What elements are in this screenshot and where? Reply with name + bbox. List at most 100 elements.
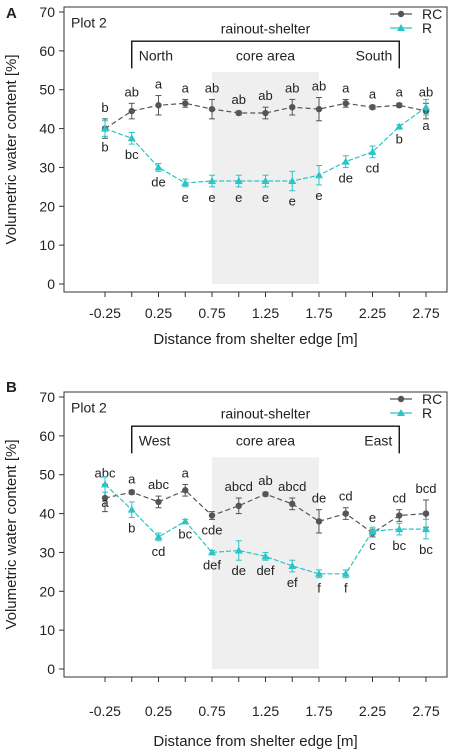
y-tick-label: 70 — [39, 4, 55, 20]
significance-label: def — [256, 563, 274, 578]
legend-entry: R — [422, 20, 432, 36]
data-point — [234, 177, 243, 185]
legend: RCR — [390, 391, 442, 421]
data-point — [182, 100, 189, 107]
significance-label: bc — [419, 542, 433, 557]
significance-label: a — [369, 86, 377, 101]
significance-label: a — [128, 471, 136, 486]
significance-label: e — [208, 190, 215, 205]
significance-label: a — [182, 80, 190, 95]
significance-label: e — [369, 510, 376, 525]
data-point — [422, 103, 430, 111]
shelter-bracket — [131, 425, 400, 454]
x-tick-label: 2.75 — [412, 305, 439, 321]
data-point — [234, 546, 243, 554]
data-point — [261, 552, 270, 560]
core-area-label: core area — [236, 48, 295, 64]
x-tick-label: 1.25 — [252, 703, 279, 719]
x-tick-label: 2.75 — [412, 703, 439, 719]
data-point — [315, 518, 323, 525]
legend-entry: RC — [422, 391, 442, 407]
plot-label: Plot 2 — [71, 15, 107, 31]
x-tick-label: 0.25 — [145, 703, 172, 719]
significance-label: cd — [392, 491, 406, 506]
data-point — [368, 147, 377, 155]
y-tick-label: 60 — [39, 43, 55, 59]
x-tick-label: 0.25 — [145, 305, 172, 321]
core-area-label: core area — [236, 433, 295, 449]
legend-marker — [397, 24, 405, 31]
shelter-bracket — [131, 40, 400, 69]
chart-panel-b: B 0 10 20 30 40 50 60 70 -0.25 0.25 0.75 1.25 1.75 2.2… — [3, 379, 448, 750]
data-point — [235, 502, 242, 509]
x-tick-label: 0.75 — [198, 305, 225, 321]
significance-label: de — [339, 170, 353, 185]
bracket-right-label: East — [364, 433, 392, 449]
significance-label: cd — [152, 544, 166, 559]
data-point — [154, 532, 163, 540]
data-point — [315, 105, 323, 113]
significance-label: abc — [148, 477, 169, 492]
y-tick-label: 70 — [39, 389, 55, 405]
data-point — [101, 494, 109, 502]
significance-label: a — [182, 465, 190, 480]
significance-label: a — [342, 80, 350, 95]
significance-label: e — [289, 194, 296, 209]
legend-marker — [397, 409, 405, 416]
significance-label: bcd — [416, 481, 437, 496]
data-point — [396, 102, 403, 109]
significance-label: b — [128, 520, 135, 535]
data-point — [154, 163, 163, 171]
significance-label: bc — [392, 538, 406, 553]
data-point — [101, 480, 109, 488]
significance-label: abc — [95, 465, 116, 480]
y-tick-label: 40 — [39, 506, 55, 522]
significance-label: ab — [125, 84, 139, 99]
data-point — [262, 490, 269, 498]
panel-label: B — [6, 379, 17, 396]
data-point — [315, 569, 323, 577]
significance-label: e — [235, 190, 242, 205]
y-tick-label: 60 — [39, 428, 55, 444]
plot-label: Plot 2 — [71, 400, 107, 416]
significance-label: a — [422, 118, 430, 133]
bracket-right-label: South — [356, 48, 393, 64]
x-tick-label: 2.25 — [359, 305, 386, 321]
significance-label: de — [151, 174, 165, 189]
data-point — [368, 527, 377, 535]
data-point — [127, 505, 136, 513]
data-point — [395, 525, 404, 533]
significance-label: ab — [232, 92, 246, 107]
plot-frame — [63, 391, 448, 678]
significance-label: e — [182, 190, 189, 205]
significance-label: de — [312, 491, 326, 506]
legend-marker — [397, 395, 405, 403]
significance-label: ab — [419, 84, 433, 99]
significance-label: f — [317, 581, 321, 596]
y-tick-label: 50 — [39, 467, 55, 483]
legend: RCR — [390, 6, 442, 36]
x-axis-label: Distance from shelter edge [m] — [153, 331, 357, 348]
data-point — [395, 122, 404, 130]
y-axis-label: Volumetric water content [%] — [3, 439, 20, 629]
data-point — [182, 487, 189, 494]
x-tick-label: 0.75 — [198, 703, 225, 719]
data-point — [262, 109, 269, 117]
significance-label: e — [262, 190, 269, 205]
bracket-label: rainout-shelter — [221, 405, 311, 421]
data-point — [369, 104, 376, 111]
x-tick-label: 2.25 — [359, 703, 386, 719]
y-tick-label: 20 — [39, 583, 55, 599]
data-point — [128, 489, 135, 496]
data-point — [208, 105, 216, 113]
y-tick-label: 10 — [39, 237, 55, 253]
y-tick-label: 30 — [39, 544, 55, 560]
data-point — [155, 102, 162, 109]
significance-label: f — [344, 581, 348, 596]
significance-label: abcd — [225, 479, 253, 494]
y-tick-label: 0 — [47, 276, 55, 292]
data-point — [208, 548, 216, 556]
y-tick-label: 50 — [39, 82, 55, 98]
